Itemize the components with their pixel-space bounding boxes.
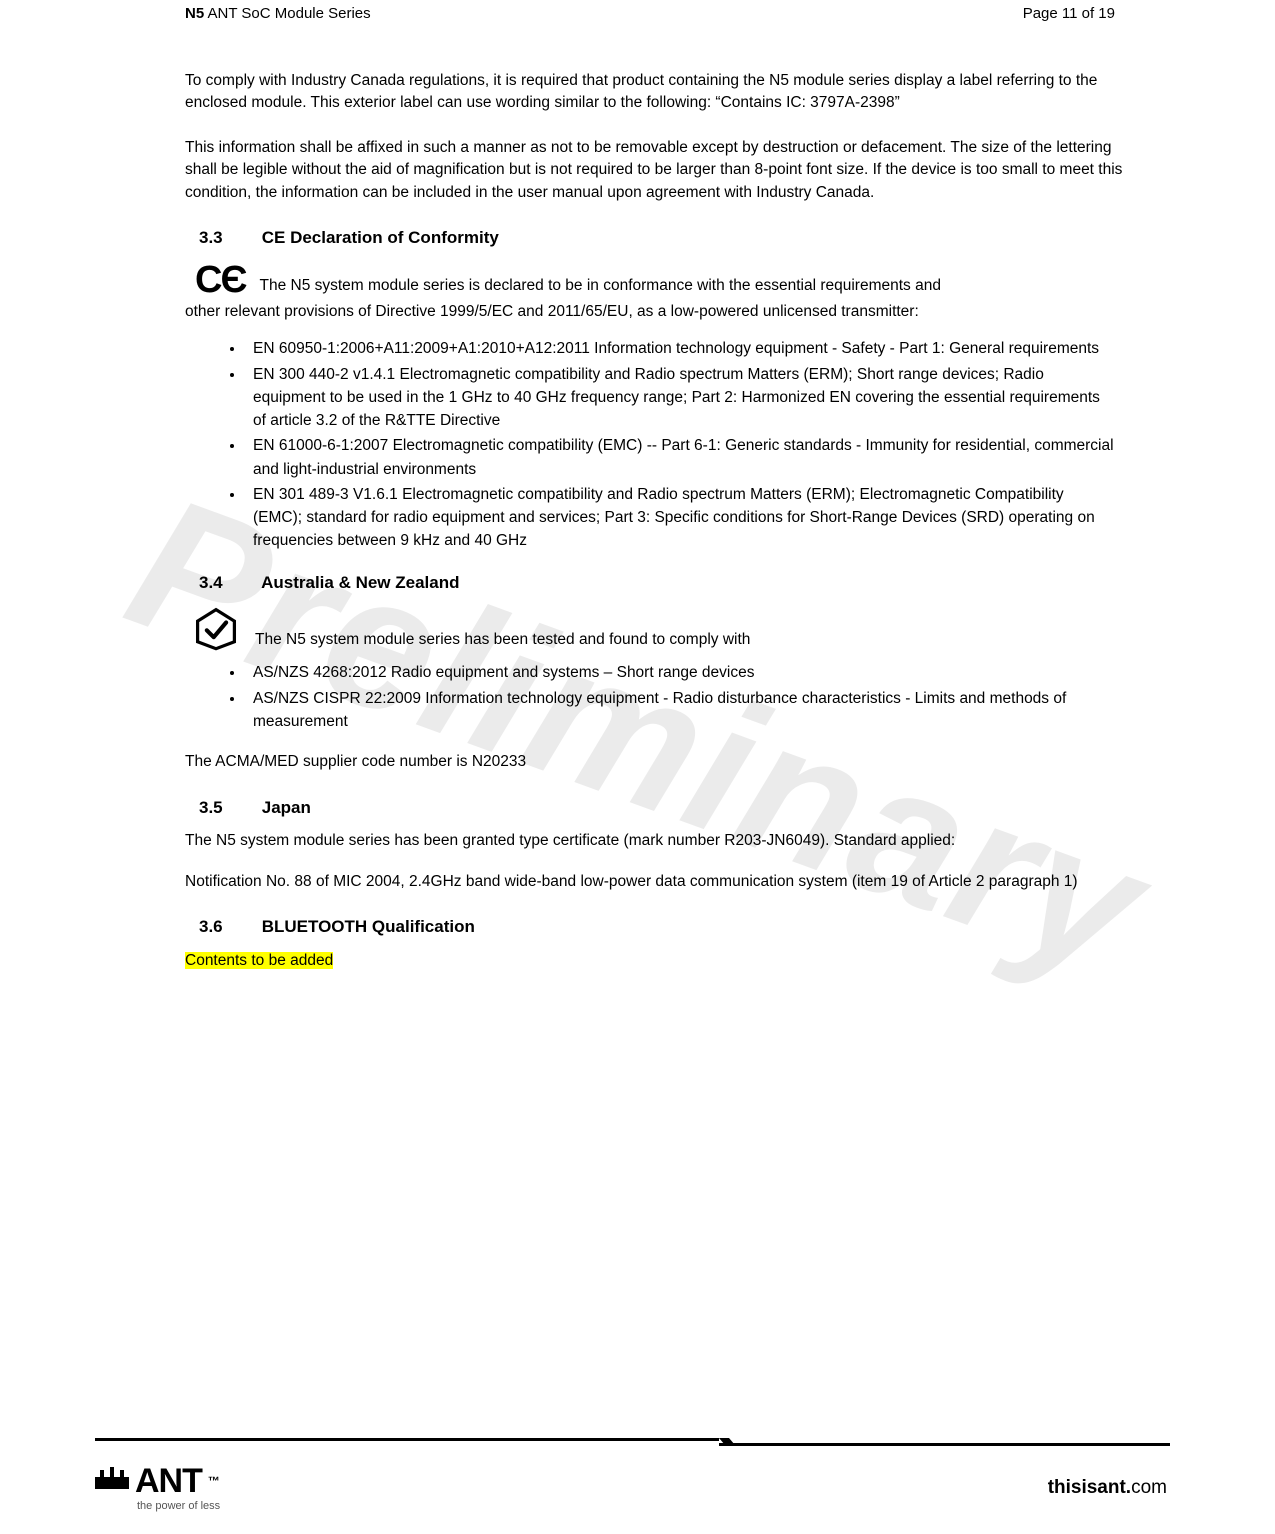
ant-logo: ANT™ the power of less (95, 1464, 220, 1512)
bluetooth-note: Contents to be added (185, 950, 1125, 972)
highlighted-text: Contents to be added (185, 952, 333, 969)
footer-site: thisisant.com (1048, 1477, 1167, 1499)
rcm-block: The N5 system module series has been tes… (193, 605, 1125, 651)
japan-para-1: The N5 system module series has been gra… (185, 830, 1125, 852)
document-page: Preliminary N5 ANT SoC Module Series Pag… (0, 0, 1275, 1534)
ce-mark-icon: CЄ (185, 261, 245, 299)
intro-para-1: To comply with Industry Canada regulatio… (185, 70, 1125, 115)
list-item: EN 60950-1:2006+A11:2009+A1:2010+A12:201… (245, 337, 1117, 360)
section-number: 3.5 (199, 796, 257, 821)
japan-para-2: Notification No. 88 of MIC 2004, 2.4GHz … (185, 871, 1125, 893)
list-item: EN 61000-6-1:2007 Electromagnetic compat… (245, 434, 1117, 481)
list-item: EN 300 440-2 v1.4.1 Electromagnetic comp… (245, 363, 1117, 433)
section-3-3-heading: 3.3 CE Declaration of Conformity (199, 226, 1125, 251)
section-title: Japan (262, 798, 311, 817)
rcm-lead: The N5 system module series has been tes… (255, 629, 750, 651)
rcm-mark-icon (193, 605, 239, 651)
section-title: CE Declaration of Conformity (262, 228, 499, 247)
anz-standards-list: AS/NZS 4268:2012 Radio equipment and sys… (185, 661, 1125, 733)
ant-logo-icon (95, 1467, 129, 1495)
header-left: N5 ANT SoC Module Series (185, 5, 371, 22)
section-title: Australia & New Zealand (261, 573, 459, 592)
list-item: AS/NZS CISPR 22:2009 Information technol… (245, 687, 1117, 734)
ce-lead-inline: The N5 system module series is declared … (259, 275, 940, 299)
ant-tagline: the power of less (137, 1500, 220, 1512)
ce-lead-rest: other relevant provisions of Directive 1… (185, 301, 1125, 323)
section-3-5-heading: 3.5 Japan (199, 796, 1125, 821)
list-item: EN 301 489-3 V1.6.1 Electromagnetic comp… (245, 483, 1117, 553)
page-content: To comply with Industry Canada regulatio… (185, 70, 1125, 972)
list-item: AS/NZS 4268:2012 Radio equipment and sys… (245, 661, 1117, 684)
page-footer: ANT™ the power of less thisisant.com (0, 1438, 1275, 1512)
series-rest: ANT SoC Module Series (204, 5, 370, 22)
ce-standards-list: EN 60950-1:2006+A11:2009+A1:2010+A12:201… (185, 337, 1125, 552)
section-title: BLUETOOTH Qualification (262, 917, 475, 936)
ant-brand-text: ANT (135, 1464, 202, 1498)
site-rest: com (1131, 1477, 1167, 1498)
footer-rule (95, 1438, 1170, 1442)
section-number: 3.4 (199, 571, 257, 596)
section-3-4-heading: 3.4 Australia & New Zealand (199, 571, 1125, 596)
section-number: 3.3 (199, 226, 257, 251)
intro-para-2: This information shall be affixed in suc… (185, 137, 1125, 204)
series-prefix: N5 (185, 5, 204, 22)
section-number: 3.6 (199, 915, 257, 940)
section-3-6-heading: 3.6 BLUETOOTH Qualification (199, 915, 1125, 940)
page-header: N5 ANT SoC Module Series Page 11 of 19 (185, 5, 1125, 22)
ce-block: CЄ The N5 system module series is declar… (185, 261, 1125, 323)
header-page-number: Page 11 of 19 (1023, 5, 1115, 22)
site-bold: thisisant. (1048, 1477, 1131, 1498)
acma-supplier-code: The ACMA/MED supplier code number is N20… (185, 751, 1125, 773)
